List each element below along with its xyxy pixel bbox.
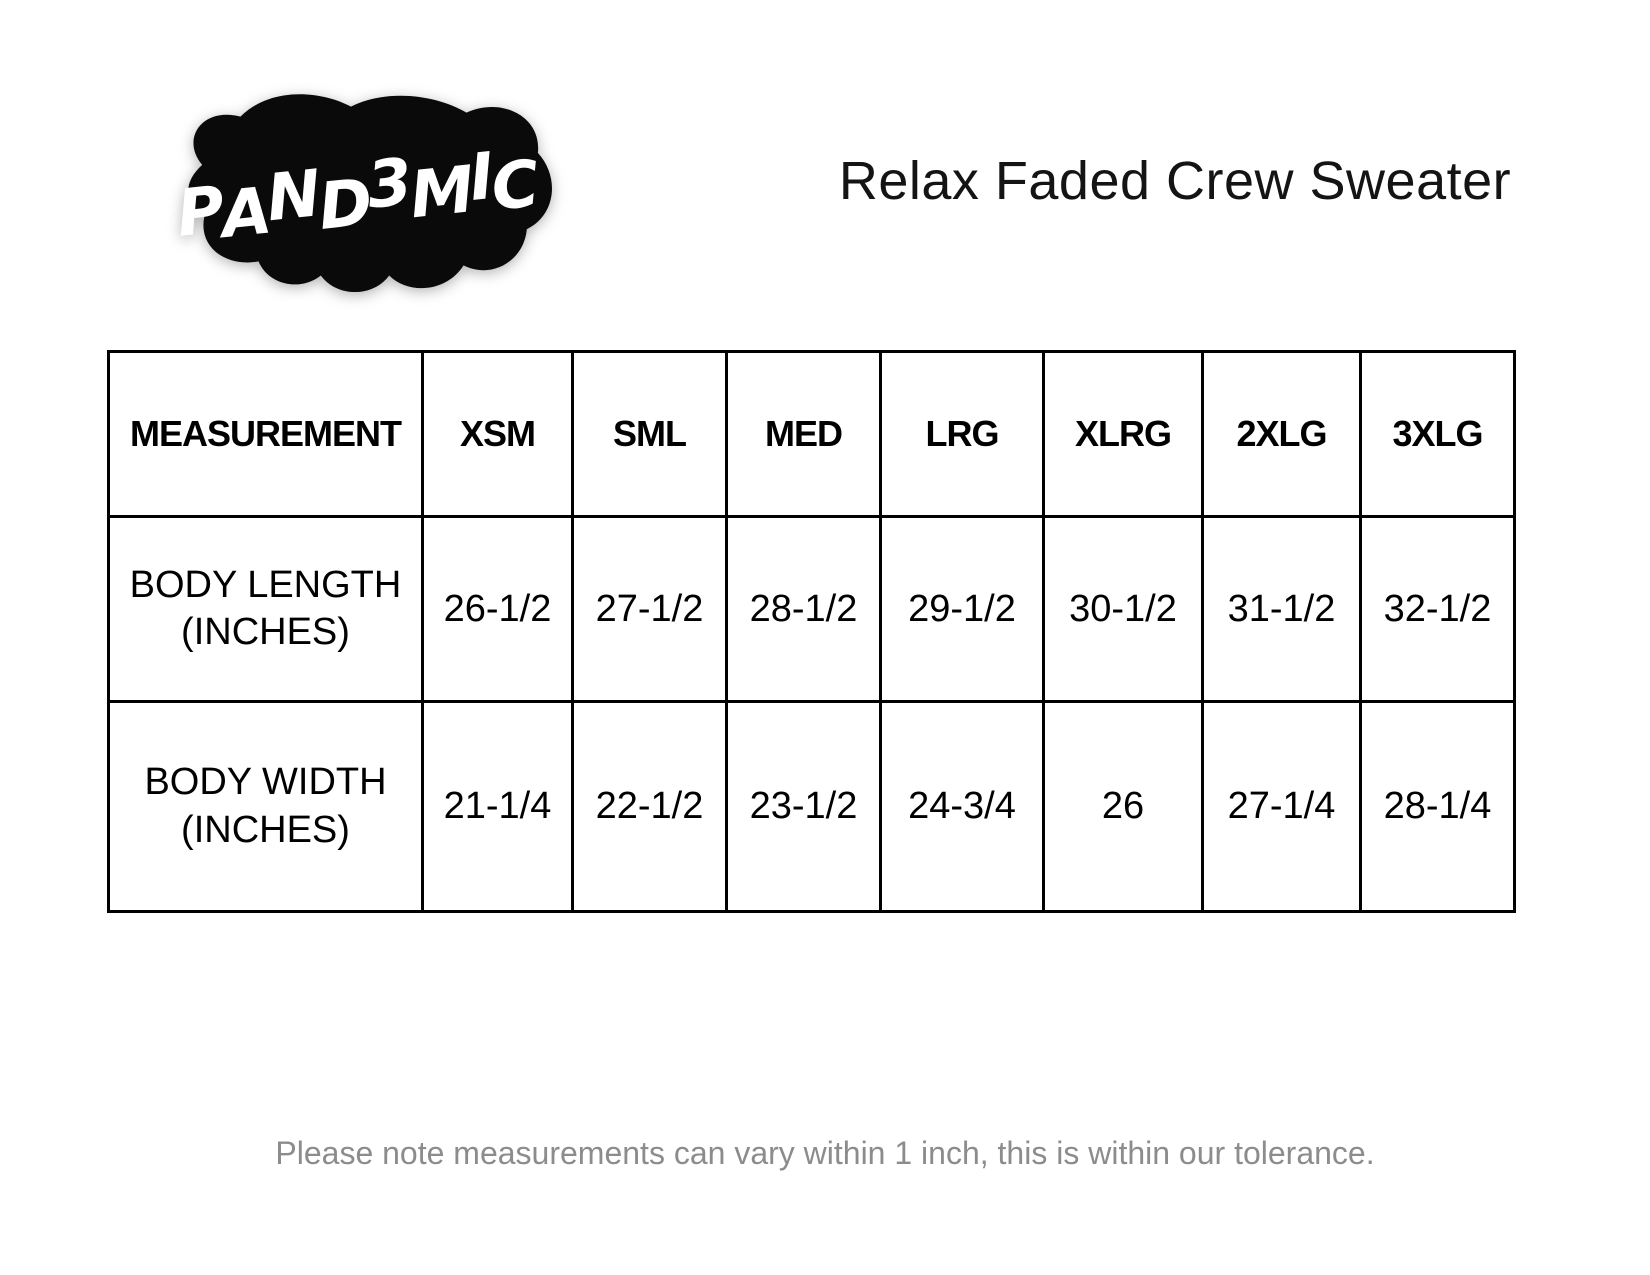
measurement-row: BODY LENGTH (INCHES) 26-1/2 27-1/2 28-1/2 29-… bbox=[107, 515, 1516, 703]
header-cell-size-lrg: LRG bbox=[879, 350, 1045, 518]
size-value-cell: 32-1/2 bbox=[1359, 515, 1516, 703]
tolerance-note: Please note measurements can vary within… bbox=[275, 1135, 1375, 1171]
header-cell-measurement: MEASUREMENT bbox=[107, 350, 424, 518]
row-label-cell: BODY WIDTH (INCHES) bbox=[107, 700, 424, 913]
size-value-cell: 27-1/2 bbox=[571, 515, 728, 703]
header-cell-size-xsm: XSM bbox=[421, 350, 574, 518]
header-cell-size-med: MED bbox=[725, 350, 882, 518]
size-value-cell: 26 bbox=[1042, 700, 1204, 913]
header-cell-size-sml: SML bbox=[571, 350, 728, 518]
header-cell-size-3xlg: 3XLG bbox=[1359, 350, 1516, 518]
header-cell-size-xlrg: XLRG bbox=[1042, 350, 1204, 518]
row-label-line: (INCHES) bbox=[181, 808, 350, 851]
size-value-cell: 26-1/2 bbox=[421, 515, 574, 703]
size-chart-table: MEASUREMENT XSM SML MED LRG XLRG 2XLG 3XLG BODY… bbox=[107, 350, 1516, 913]
row-label-line: BODY WIDTH bbox=[144, 761, 387, 803]
size-chart-header-row: MEASUREMENT XSM SML MED LRG XLRG 2XLG 3XLG bbox=[107, 350, 1516, 518]
size-value-cell: 29-1/2 bbox=[879, 515, 1045, 703]
header-cell-size-2xlg: 2XLG bbox=[1201, 350, 1362, 518]
size-value-cell: 22-1/2 bbox=[571, 700, 728, 913]
size-value-cell: 21-1/4 bbox=[421, 700, 574, 913]
row-label-line: (INCHES) bbox=[181, 611, 350, 653]
size-value-cell: 24-3/4 bbox=[879, 700, 1045, 913]
size-value-cell: 27-1/4 bbox=[1201, 700, 1362, 913]
brand-logo-text: PAND3MIC bbox=[172, 131, 542, 259]
size-value-cell: 31-1/2 bbox=[1201, 515, 1362, 703]
size-value-cell: 30-1/2 bbox=[1042, 515, 1204, 703]
size-value-cell: 28-1/2 bbox=[725, 515, 882, 703]
size-value-cell: 23-1/2 bbox=[725, 700, 882, 913]
measurement-row: BODY WIDTH (INCHES) 21-1/4 22-1/2 23-1/2 24-3… bbox=[107, 700, 1516, 913]
row-label-line: BODY LENGTH bbox=[129, 563, 402, 606]
brand-logo: PAND3MIC bbox=[150, 68, 562, 300]
brand-logo-sticker: PAND3MIC bbox=[172, 94, 552, 293]
page-title: Relax Faded Crew Sweater bbox=[838, 151, 1512, 211]
brand-logo-blob bbox=[188, 94, 552, 293]
size-value-cell: 28-1/4 bbox=[1359, 700, 1516, 913]
row-label-cell: BODY LENGTH (INCHES) bbox=[107, 515, 424, 703]
